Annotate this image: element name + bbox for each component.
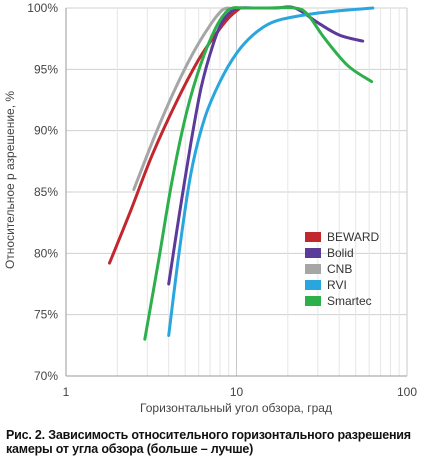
y-tick-label: 95% bbox=[34, 62, 58, 76]
y-tick-label: 85% bbox=[34, 185, 58, 199]
series-line-rvi bbox=[167, 6, 375, 337]
x-axis-label: Горизонтальный угол обзора, град bbox=[140, 401, 332, 415]
x-tick-label: 100 bbox=[397, 385, 417, 399]
legend-label-cnb: CNB bbox=[327, 262, 352, 276]
figure-caption: Рис. 2. Зависимость относительного гориз… bbox=[6, 428, 411, 456]
series-line-cnb bbox=[132, 6, 231, 191]
plot-frame bbox=[65, 8, 408, 377]
legend-label-beward: BEWARD bbox=[327, 230, 380, 244]
y-tick-label: 80% bbox=[34, 246, 58, 260]
x-tick-label: 1 bbox=[63, 385, 70, 399]
legend-label-smartec: Smartec bbox=[327, 294, 372, 308]
series-line-smartec bbox=[143, 6, 374, 341]
y-tick-label: 90% bbox=[34, 124, 58, 138]
y-axis-label: Относительное р азрешение, % bbox=[3, 91, 17, 269]
series-line-beward bbox=[108, 6, 242, 265]
legend-swatch-smartec bbox=[305, 296, 321, 306]
legend-label-bolid: Bolid bbox=[327, 246, 354, 260]
x-tick-label: 10 bbox=[230, 385, 244, 399]
legend-swatch-cnb bbox=[305, 264, 321, 274]
y-tick-label: 100% bbox=[27, 1, 58, 15]
x-axis-ticks: 1 10 100 bbox=[63, 385, 418, 399]
legend: BEWARD Bolid CNB RVI Smartec bbox=[305, 230, 380, 308]
legend-swatch-beward bbox=[305, 232, 321, 242]
grid bbox=[65, 7, 407, 377]
legend-label-rvi: RVI bbox=[327, 278, 347, 292]
series-lines bbox=[108, 5, 375, 341]
y-tick-label: 75% bbox=[34, 308, 58, 322]
legend-swatch-rvi bbox=[305, 280, 321, 290]
y-axis-ticks: 70% 75% 80% 85% 90% 95% 100% bbox=[27, 1, 58, 383]
y-tick-label: 70% bbox=[34, 369, 58, 383]
series-line-bolid bbox=[167, 5, 365, 286]
legend-swatch-bolid bbox=[305, 248, 321, 258]
